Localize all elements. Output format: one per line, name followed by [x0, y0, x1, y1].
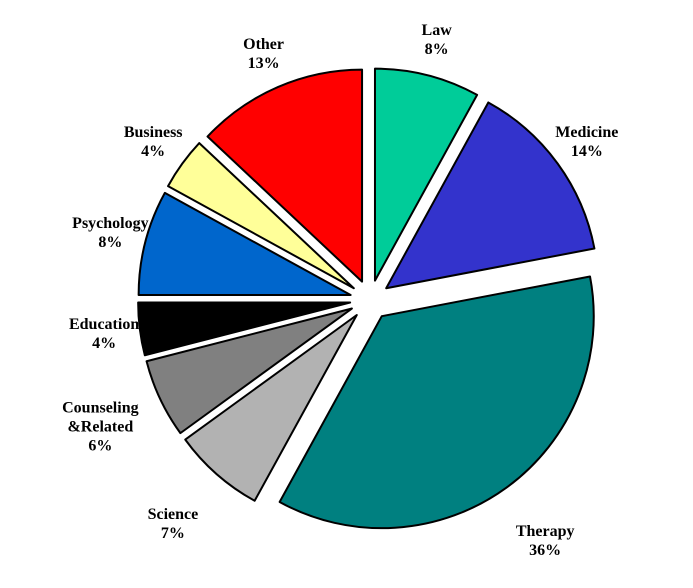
slice-name: Other: [243, 36, 284, 54]
slice-value: 6%: [88, 437, 113, 455]
pie-slice: [184, 314, 358, 502]
slice-label: Business 4%: [124, 123, 183, 161]
slice-label: Medicine 14%: [555, 123, 618, 161]
pie-slice: [278, 275, 595, 530]
slice-name: Counseling &Related: [62, 399, 139, 436]
pie-slice: [137, 301, 352, 357]
slice-label: Therapy 36%: [516, 522, 575, 560]
pie-slice: [206, 68, 364, 283]
slice-value: 8%: [424, 41, 449, 59]
slice-name: Therapy: [515, 523, 575, 541]
slice-label: Law 8%: [422, 21, 452, 59]
slice-name: Medicine: [555, 124, 619, 142]
slice-value: 36%: [529, 542, 562, 560]
slice-label: Other 13%: [243, 35, 284, 73]
slice-value: 8%: [98, 234, 123, 252]
slice-value: 4%: [92, 334, 117, 352]
pie-slice: [385, 101, 596, 290]
pie-slice: [137, 191, 352, 297]
slice-value: 7%: [160, 524, 185, 542]
slice-value: 13%: [247, 55, 280, 73]
slice-name: Business: [123, 124, 183, 142]
slice-label: Counseling &Related 6%: [62, 398, 138, 455]
slice-value: 4%: [141, 143, 166, 161]
slice-label: Education 4%: [69, 315, 139, 353]
slice-label: Psychology 8%: [72, 214, 148, 252]
slice-value: 14%: [570, 143, 603, 161]
slice-name: Science: [147, 505, 199, 523]
slice-name: Law: [421, 22, 452, 40]
pie-slice: [373, 67, 479, 282]
slice-name: Psychology: [72, 215, 149, 233]
pie-slice: [145, 307, 353, 435]
slice-label: Science 7%: [148, 505, 199, 543]
slice-name: Education: [68, 315, 140, 333]
pie-slice: [167, 142, 355, 290]
